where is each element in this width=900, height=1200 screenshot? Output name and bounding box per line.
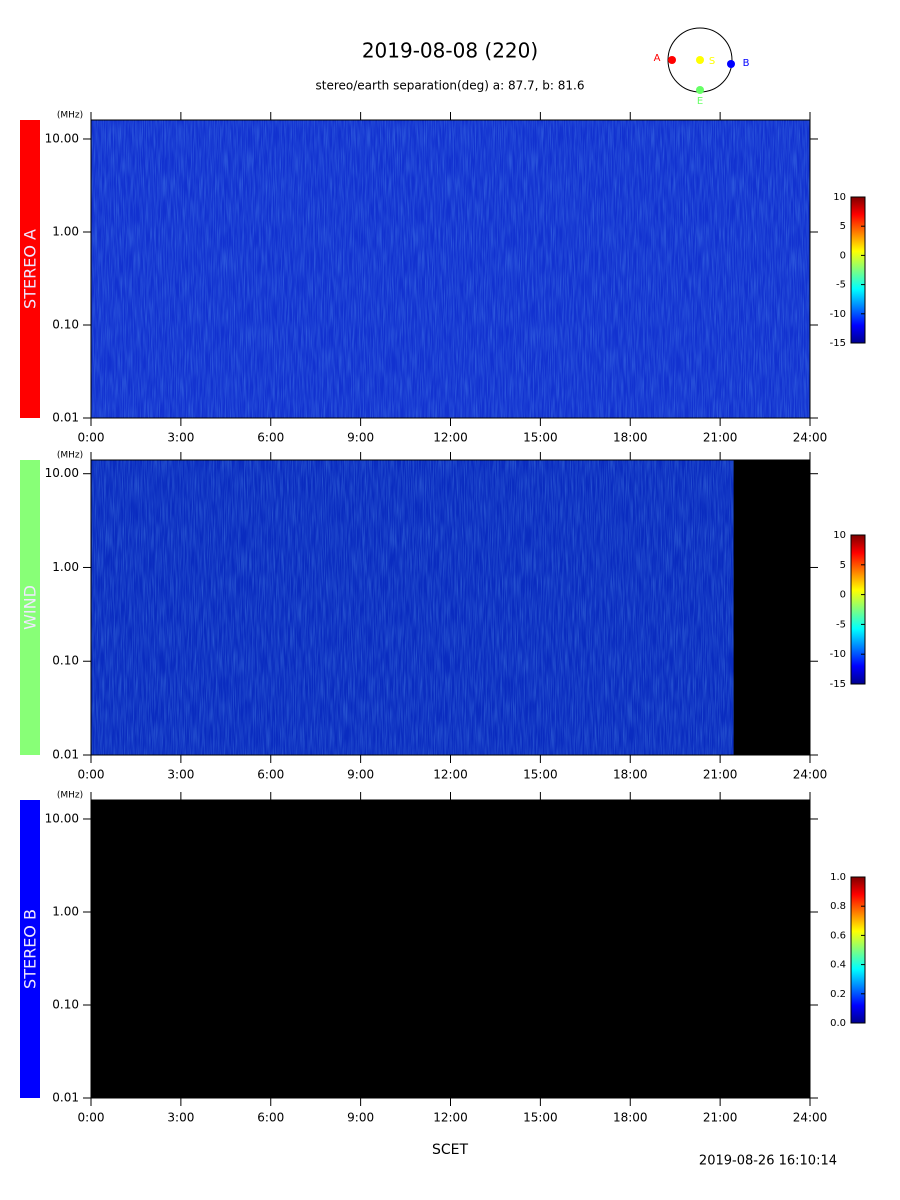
x-tick-label: 24:00 — [793, 431, 828, 445]
y-tick-label: 10.00 — [45, 131, 79, 145]
y-unit-label: (MHz) — [57, 451, 83, 461]
y-tick-label: 10.00 — [45, 811, 79, 825]
orbit-label: A — [654, 53, 661, 64]
y-unit-label: (MHz) — [57, 111, 83, 121]
panel-label: WIND — [21, 585, 40, 630]
orbit-marker — [727, 60, 735, 68]
orbit-label: B — [743, 58, 750, 69]
colorbar-tick-label: 10 — [833, 530, 846, 541]
orbit-marker — [668, 56, 676, 64]
x-tick-label: 3:00 — [167, 1111, 194, 1125]
y-tick-label: 0.01 — [52, 1091, 79, 1105]
x-tick-label: 18:00 — [613, 1111, 648, 1125]
y-tick-label: 0.10 — [52, 317, 79, 331]
x-tick-label: 15:00 — [523, 1111, 558, 1125]
y-unit-label: (MHz) — [57, 791, 83, 801]
no-data-region — [733, 460, 810, 755]
x-tick-label: 0:00 — [78, 768, 105, 782]
x-tick-label: 0:00 — [78, 431, 105, 445]
x-tick-label: 3:00 — [167, 768, 194, 782]
colorbar-tick-label: -10 — [830, 649, 846, 660]
colorbar — [850, 876, 866, 1024]
x-tick-label: 9:00 — [347, 1111, 374, 1125]
colorbar-tick-label: -5 — [836, 619, 846, 630]
colorbar-tick-label: 0.4 — [830, 960, 846, 971]
colorbar-tick-label: 1.0 — [830, 872, 846, 883]
orbit-label: S — [709, 56, 715, 67]
y-tick-label: 0.01 — [52, 748, 79, 762]
x-tick-label: 24:00 — [793, 768, 828, 782]
x-tick-label: 12:00 — [433, 768, 468, 782]
y-tick-label: 0.10 — [52, 997, 79, 1011]
x-axis-label: SCET — [432, 1142, 469, 1158]
x-tick-label: 3:00 — [167, 431, 194, 445]
colorbar-tick-label: 5 — [840, 560, 846, 571]
x-tick-label: 21:00 — [703, 1111, 738, 1125]
x-tick-label: 9:00 — [347, 431, 374, 445]
colorbar-tick-label: 0.0 — [830, 1018, 846, 1029]
colorbar-tick-label: 5 — [840, 221, 846, 232]
x-tick-label: 24:00 — [793, 1111, 828, 1125]
x-tick-label: 21:00 — [703, 768, 738, 782]
spectrogram-texture — [91, 460, 810, 755]
colorbar-tick-label: -10 — [830, 309, 846, 320]
orbit-marker — [696, 56, 704, 64]
colorbar-tick-label: 0 — [840, 250, 846, 261]
colorbar — [850, 534, 866, 685]
spectrogram-texture — [91, 120, 810, 418]
x-tick-label: 12:00 — [433, 431, 468, 445]
timestamp: 2019-08-26 16:10:14 — [699, 1154, 837, 1169]
x-tick-label: 12:00 — [433, 1111, 468, 1125]
x-tick-label: 21:00 — [703, 431, 738, 445]
orbit-marker — [696, 86, 704, 94]
y-tick-label: 1.00 — [52, 560, 79, 574]
subtitle: stereo/earth separation(deg) a: 87.7, b:… — [316, 79, 585, 93]
x-tick-label: 6:00 — [257, 768, 284, 782]
x-tick-label: 18:00 — [613, 768, 648, 782]
x-tick-label: 9:00 — [347, 768, 374, 782]
panel-label-bar — [20, 800, 40, 1098]
y-tick-label: 1.00 — [52, 224, 79, 238]
x-tick-label: 18:00 — [613, 431, 648, 445]
colorbar-tick-label: 0.8 — [830, 901, 846, 912]
y-tick-label: 10.00 — [45, 466, 79, 480]
colorbar-tick-label: -5 — [836, 280, 846, 291]
colorbar-tick-label: 0.2 — [830, 989, 846, 1000]
x-tick-label: 6:00 — [257, 431, 284, 445]
orbit-label: E — [697, 96, 703, 107]
panel-label: STEREO B — [21, 909, 40, 989]
colorbar-tick-label: 0 — [840, 590, 846, 601]
colorbar-tick-label: -15 — [830, 679, 846, 690]
colorbar-tick-label: 10 — [833, 192, 846, 203]
y-tick-label: 0.01 — [52, 411, 79, 425]
x-tick-label: 15:00 — [523, 431, 558, 445]
title: 2019-08-08 (220) — [362, 39, 538, 63]
x-tick-label: 6:00 — [257, 1111, 284, 1125]
panel-label: STEREO A — [21, 229, 40, 309]
y-tick-label: 1.00 — [52, 904, 79, 918]
colorbar — [850, 196, 866, 344]
spectrogram-background — [91, 800, 810, 1098]
y-tick-label: 0.10 — [52, 654, 79, 668]
x-tick-label: 15:00 — [523, 768, 558, 782]
x-tick-label: 0:00 — [78, 1111, 105, 1125]
panel-label-bar — [20, 120, 40, 418]
colorbar-tick-label: 0.6 — [830, 930, 846, 941]
colorbar-tick-label: -15 — [830, 338, 846, 349]
panel-label-bar — [20, 460, 40, 755]
